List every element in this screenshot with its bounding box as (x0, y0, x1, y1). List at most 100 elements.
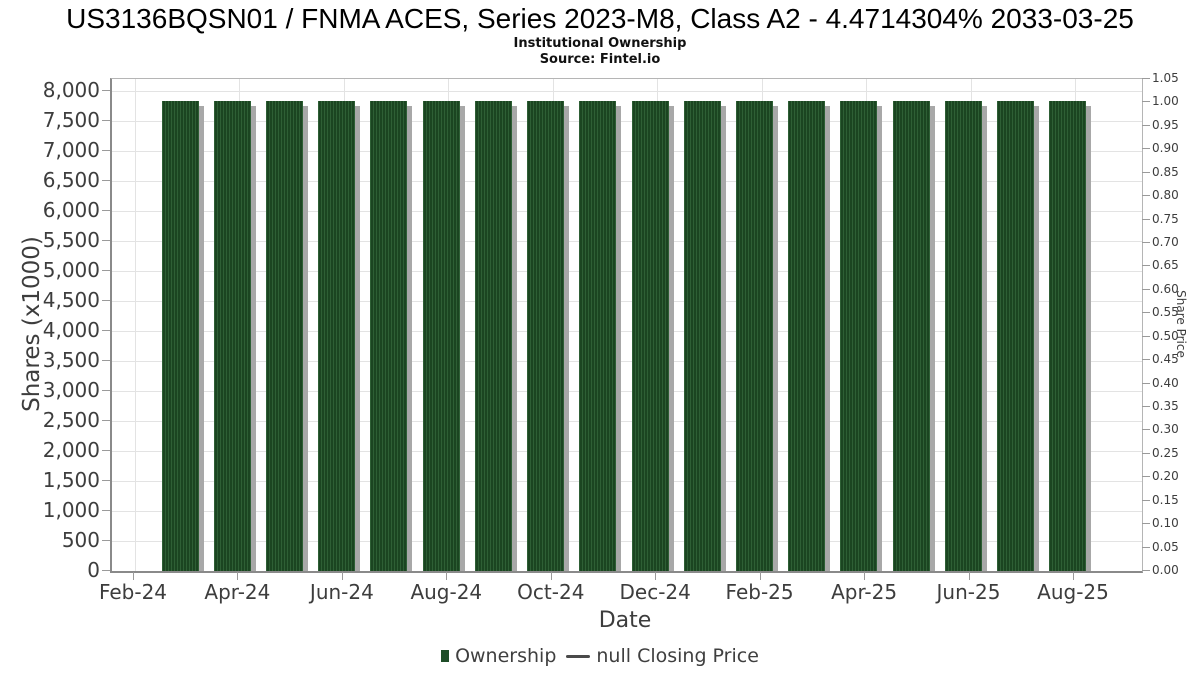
y-tick-mark-left (102, 360, 110, 361)
y-tick-mark-right (1142, 499, 1150, 501)
bar[interactable] (474, 101, 512, 571)
y-tick-mark-left (102, 330, 110, 331)
bar[interactable] (683, 101, 721, 571)
y-tick-mark-left (102, 300, 110, 301)
y-tick-label-right: 0.80 (1152, 188, 1179, 203)
y-tick-label-right: 0.85 (1152, 164, 1179, 179)
legend-item-ownership[interactable]: Ownership (441, 645, 556, 667)
x-tick-mark (341, 572, 343, 580)
x-tick-mark (446, 572, 448, 580)
h-gridline (112, 541, 1142, 542)
y-tick-label-left: 6,500 (42, 168, 100, 192)
y-tick-label-right: 0.25 (1152, 445, 1179, 460)
bar[interactable] (579, 101, 617, 571)
h-gridline (112, 91, 1142, 92)
x-tick-label: Apr-25 (831, 580, 898, 604)
y-tick-mark-right (1142, 195, 1150, 197)
y-tick-mark-left (102, 150, 110, 151)
y-tick-label-right: 0.75 (1152, 211, 1179, 226)
bar[interactable] (370, 101, 408, 571)
y-tick-mark-right (1142, 148, 1150, 150)
y-tick-mark-right (1142, 476, 1150, 478)
y-tick-mark-right (1142, 171, 1150, 173)
y-tick-label-right: 0.30 (1152, 422, 1179, 437)
y-tick-label-left: 4,500 (42, 288, 100, 312)
x-tick-mark (237, 572, 239, 580)
y-tick-mark-left (102, 240, 110, 241)
y-tick-label-right: 0.05 (1152, 539, 1179, 554)
legend-price-label: null Closing Price (596, 645, 759, 667)
y-tick-label-right: 0.20 (1152, 469, 1179, 484)
h-gridline (112, 211, 1142, 212)
y-tick-mark-right (1142, 452, 1150, 454)
bar[interactable] (892, 101, 930, 571)
bar[interactable] (997, 101, 1034, 571)
y-tick-mark-right (1142, 78, 1150, 79)
x-tick-mark (1073, 572, 1074, 580)
y-tick-label-left: 5,000 (42, 258, 100, 282)
y-tick-mark-right (1142, 288, 1150, 290)
y-tick-label-left: 500 (61, 528, 100, 552)
x-tick-label: Feb-24 (98, 580, 168, 604)
legend: Ownership null Closing Price (0, 645, 1200, 667)
bar[interactable] (318, 101, 356, 571)
h-gridline (112, 361, 1142, 362)
bar[interactable] (527, 101, 565, 571)
y-tick-mark-left (102, 510, 110, 511)
y-tick-label-left: 4,000 (42, 318, 100, 342)
x-tick-label: Aug-25 (1037, 580, 1109, 604)
y-tick-label-right: 0.45 (1152, 352, 1179, 367)
h-gridline (112, 271, 1142, 272)
y-tick-label-left: 8,000 (42, 78, 100, 102)
y-tick-mark-left (102, 120, 110, 121)
y-tick-mark-right (1142, 335, 1150, 337)
bar[interactable] (422, 101, 460, 571)
y-tick-label-left: 1,000 (42, 498, 100, 522)
y-tick-label-left: 7,500 (42, 108, 100, 132)
h-gridline (112, 511, 1142, 512)
h-gridline (112, 151, 1142, 152)
legend-item-closing-price[interactable]: null Closing Price (566, 645, 759, 667)
y-tick-mark-left (102, 180, 110, 181)
y-tick-mark-right (1142, 124, 1150, 126)
bar[interactable] (788, 101, 826, 571)
bar[interactable] (1049, 101, 1087, 571)
bar[interactable] (266, 101, 303, 571)
h-gridline (112, 331, 1142, 332)
y-tick-label-right: 0.15 (1152, 492, 1179, 507)
y-tick-label-left: 2,500 (42, 408, 100, 432)
plot-area (110, 78, 1143, 573)
x-tick-mark (864, 572, 866, 580)
y-tick-label-left: 2,000 (42, 438, 100, 462)
y-axis-left-label: Shares (x1000) (19, 236, 45, 412)
y-tick-mark-right (1142, 101, 1150, 103)
x-tick-label: Jun-25 (936, 580, 1001, 604)
y-tick-label-right: 0.65 (1152, 258, 1179, 273)
y-axis-right-label: Share Price (1174, 290, 1188, 358)
bar[interactable] (213, 101, 251, 571)
h-gridline (112, 451, 1142, 452)
y-tick-mark-left (102, 210, 110, 211)
y-tick-mark-right (1142, 359, 1150, 361)
ownership-bar-swatch-icon (441, 650, 450, 662)
bar[interactable] (840, 101, 878, 571)
bar[interactable] (631, 101, 669, 571)
y-tick-mark-right (1142, 382, 1150, 384)
bar[interactable] (161, 101, 199, 571)
y-tick-label-left: 0 (87, 558, 100, 582)
chart-source: Source: Fintel.io (539, 52, 661, 67)
y-tick-label-right: 0.10 (1152, 516, 1179, 531)
h-gridline (112, 421, 1142, 422)
bar[interactable] (735, 101, 773, 571)
v-gridline (135, 79, 136, 571)
x-tick-label: Apr-24 (204, 580, 271, 604)
bar[interactable] (944, 101, 982, 571)
h-gridline (112, 391, 1142, 392)
y-tick-mark-right (1142, 242, 1150, 243)
y-tick-mark-right (1142, 570, 1150, 571)
y-tick-mark-left (102, 540, 110, 541)
y-tick-label-right: 0.95 (1152, 117, 1179, 132)
chart-subtitle: Institutional Ownership (513, 36, 687, 51)
y-tick-mark-right (1142, 546, 1150, 548)
